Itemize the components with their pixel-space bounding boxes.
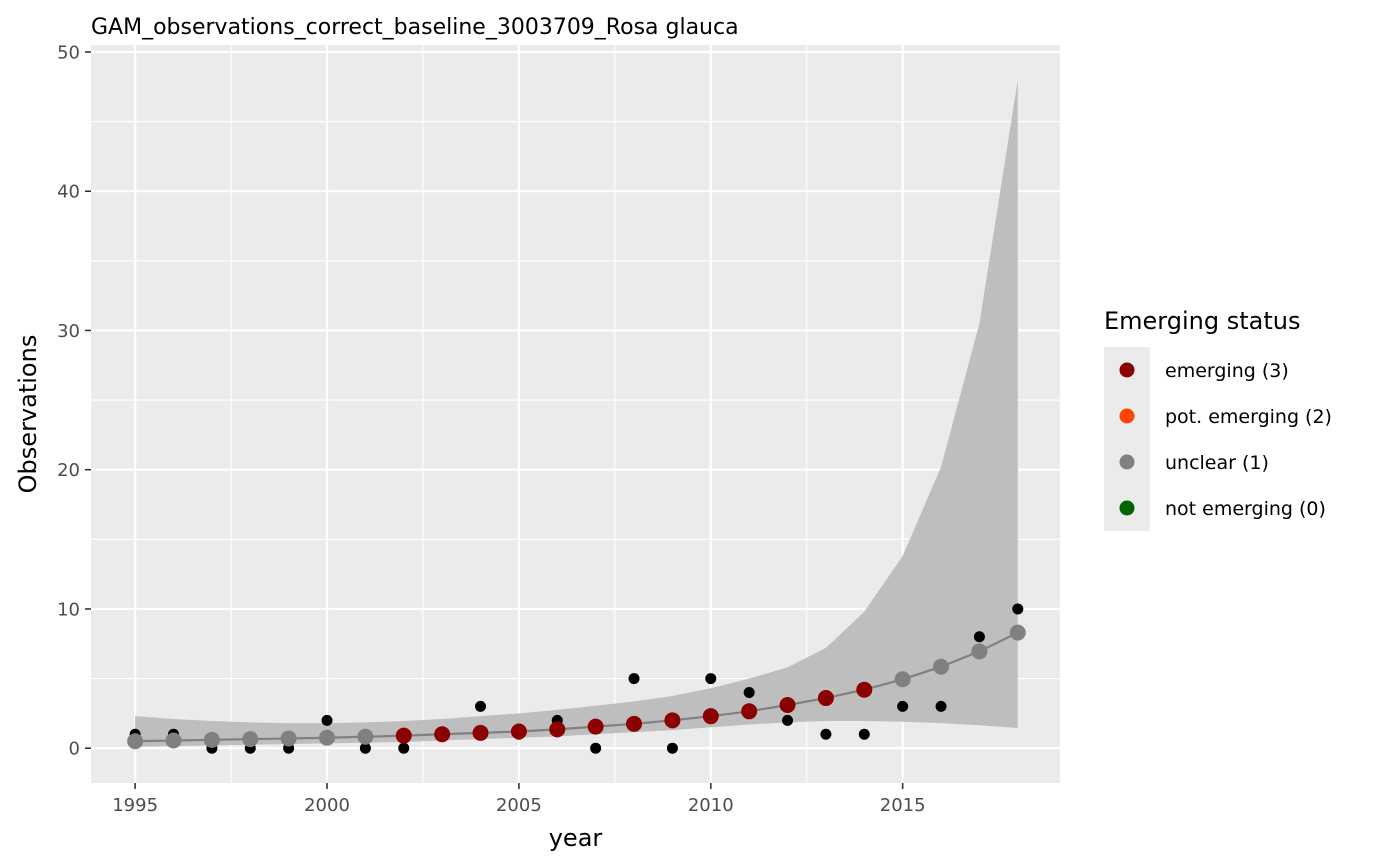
legend-key-0 [1119,362,1135,378]
gam-fit-point [587,718,604,735]
x-tick-label: 2000 [304,795,350,816]
gam-fit-point [357,728,374,745]
gam-fit-point [779,697,796,714]
observation-point [590,742,602,754]
x-axis: 1995 2000 2005 2010 2015 [112,783,926,816]
x-tick-label: 2005 [496,795,542,816]
y-tick-label: 50 [57,42,80,63]
legend-key-3 [1119,500,1135,516]
y-tick-label: 40 [57,182,80,203]
legend-key-background [1104,347,1150,531]
y-tick-label: 10 [57,599,80,620]
observation-point [359,742,371,754]
gam-fit-point [280,730,297,747]
gam-fit-point [741,703,758,720]
gam-fit-point [894,671,911,688]
legend: Emerging status emerging (3) pot. emergin… [1104,307,1332,531]
observation-point [705,673,717,685]
gam-fit-point [203,731,220,748]
gam-fit-point [933,658,950,675]
gam-fit-point [434,726,451,743]
y-axis-title: Observations [14,335,42,494]
gam-fit-point [127,733,144,750]
legend-key-1 [1119,408,1135,424]
gam-fit-point [626,715,643,732]
minor-gridlines [91,45,1060,783]
observation-point [398,742,410,754]
observation-point [820,728,832,740]
observation-point [1012,603,1024,615]
gam-fit-point [549,721,566,738]
legend-title: Emerging status [1104,307,1300,335]
chart-title: GAM_observations_correct_baseline_300370… [91,15,739,40]
gam-fit-point [971,643,988,660]
observation-point [743,686,755,698]
gam-fit-point [1009,624,1026,641]
y-axis: 0 10 20 30 40 50 [57,42,91,760]
gam-fit-point [165,732,182,749]
gam-fit-point [817,690,834,707]
gam-fit-point [319,729,336,746]
observation-point [321,714,333,726]
observation-point [782,714,794,726]
observation-point [666,742,678,754]
observation-point [935,700,947,712]
legend-label-1: pot. emerging (2) [1165,406,1332,428]
x-tick-label: 1995 [112,795,158,816]
gam-fit-point [856,681,873,698]
legend-label-3: not emerging (0) [1165,498,1326,520]
x-tick-label: 2010 [688,795,734,816]
x-tick-label: 2015 [880,795,926,816]
major-gridlines [91,45,1060,783]
observation-point [897,700,909,712]
x-axis-title: year [549,824,603,852]
observation-point [973,631,985,643]
observation-point [858,728,870,740]
y-tick-label: 20 [57,460,80,481]
confidence-band [135,79,1018,747]
gam-fit-point [510,723,527,740]
gam-fit-points [127,624,1026,750]
legend-label-0: emerging (3) [1165,360,1289,382]
gam-fit-point [664,712,681,729]
y-tick-label: 0 [69,739,80,760]
observation-point [628,673,640,685]
gam-fit-point [472,724,489,741]
legend-label-2: unclear (1) [1165,452,1269,474]
legend-key-2 [1119,454,1135,470]
gam-fit-point [242,731,259,748]
gam-fit-point [395,727,412,744]
observation-point [475,700,487,712]
y-tick-label: 30 [57,321,80,342]
gam-fit-point [702,708,719,725]
